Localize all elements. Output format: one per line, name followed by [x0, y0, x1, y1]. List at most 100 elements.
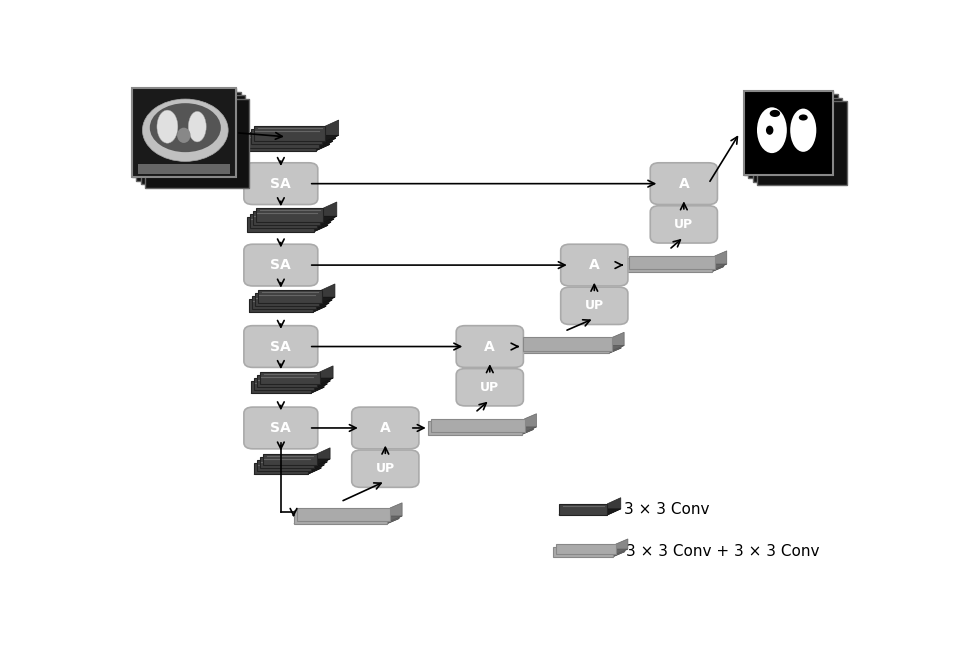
Polygon shape: [314, 372, 327, 390]
Polygon shape: [320, 126, 332, 147]
Polygon shape: [626, 258, 712, 272]
FancyBboxPatch shape: [351, 407, 419, 449]
Polygon shape: [313, 293, 326, 313]
Text: SA: SA: [271, 340, 291, 354]
FancyBboxPatch shape: [244, 244, 318, 286]
Text: SA: SA: [271, 258, 291, 272]
Polygon shape: [294, 510, 387, 524]
Polygon shape: [431, 427, 536, 432]
Polygon shape: [253, 211, 321, 225]
Text: UP: UP: [376, 462, 395, 475]
Polygon shape: [258, 290, 322, 303]
Bar: [138, 164, 230, 175]
Polygon shape: [250, 214, 318, 229]
Polygon shape: [256, 216, 337, 222]
Bar: [757, 101, 846, 186]
Polygon shape: [321, 205, 334, 225]
Polygon shape: [254, 136, 339, 141]
Polygon shape: [249, 306, 326, 313]
Polygon shape: [251, 387, 325, 393]
Bar: [748, 95, 838, 178]
Polygon shape: [610, 335, 621, 353]
Polygon shape: [247, 217, 315, 231]
FancyBboxPatch shape: [456, 326, 524, 368]
Polygon shape: [317, 447, 330, 465]
Polygon shape: [318, 208, 331, 229]
Polygon shape: [251, 138, 336, 145]
Text: 3 × 3 Conv: 3 × 3 Conv: [624, 502, 710, 517]
Polygon shape: [254, 126, 325, 141]
Polygon shape: [431, 419, 525, 432]
Polygon shape: [260, 457, 314, 468]
Text: SA: SA: [271, 176, 291, 190]
Polygon shape: [520, 348, 621, 353]
Ellipse shape: [157, 110, 178, 143]
Bar: [743, 91, 833, 175]
Polygon shape: [257, 375, 317, 387]
Polygon shape: [297, 508, 390, 521]
Polygon shape: [323, 123, 336, 145]
Polygon shape: [260, 378, 333, 384]
Polygon shape: [255, 300, 332, 306]
Bar: [743, 91, 833, 175]
Polygon shape: [250, 222, 331, 229]
Polygon shape: [525, 414, 536, 432]
Ellipse shape: [143, 99, 228, 161]
Polygon shape: [319, 287, 332, 306]
Polygon shape: [316, 290, 329, 309]
Polygon shape: [251, 381, 311, 393]
FancyBboxPatch shape: [560, 244, 628, 286]
Polygon shape: [629, 256, 715, 269]
Polygon shape: [258, 297, 335, 303]
Polygon shape: [613, 541, 625, 557]
FancyBboxPatch shape: [244, 326, 318, 368]
Polygon shape: [248, 141, 332, 147]
Polygon shape: [523, 337, 612, 350]
Polygon shape: [429, 421, 522, 434]
Polygon shape: [263, 459, 330, 465]
FancyBboxPatch shape: [456, 369, 524, 406]
Polygon shape: [325, 120, 339, 141]
Ellipse shape: [177, 128, 191, 143]
Polygon shape: [557, 544, 616, 554]
Polygon shape: [252, 303, 329, 309]
Polygon shape: [314, 451, 327, 468]
Polygon shape: [260, 462, 327, 468]
Bar: [752, 98, 842, 182]
Polygon shape: [257, 460, 311, 471]
Polygon shape: [629, 264, 727, 269]
Bar: [145, 99, 249, 188]
Polygon shape: [715, 251, 727, 269]
Polygon shape: [260, 372, 320, 384]
Polygon shape: [626, 266, 724, 272]
Polygon shape: [317, 369, 330, 387]
Polygon shape: [559, 504, 608, 515]
Text: UP: UP: [674, 218, 693, 231]
Polygon shape: [712, 253, 724, 272]
Ellipse shape: [189, 112, 206, 142]
Polygon shape: [616, 539, 628, 554]
Text: UP: UP: [585, 299, 604, 312]
Polygon shape: [390, 503, 403, 521]
Ellipse shape: [769, 110, 780, 117]
FancyBboxPatch shape: [650, 163, 717, 204]
Polygon shape: [429, 430, 534, 434]
Polygon shape: [387, 505, 399, 524]
Bar: [141, 95, 245, 184]
FancyBboxPatch shape: [244, 407, 318, 449]
Polygon shape: [553, 552, 625, 557]
Polygon shape: [257, 465, 325, 471]
Text: A: A: [679, 176, 690, 190]
Polygon shape: [246, 136, 316, 151]
Polygon shape: [553, 547, 613, 557]
Polygon shape: [522, 416, 534, 434]
Polygon shape: [255, 293, 319, 306]
Ellipse shape: [766, 126, 773, 135]
Bar: [132, 88, 236, 177]
Polygon shape: [308, 457, 321, 475]
Polygon shape: [315, 211, 327, 231]
Polygon shape: [612, 332, 624, 350]
Polygon shape: [248, 132, 320, 147]
Ellipse shape: [798, 114, 808, 120]
Polygon shape: [253, 219, 334, 225]
